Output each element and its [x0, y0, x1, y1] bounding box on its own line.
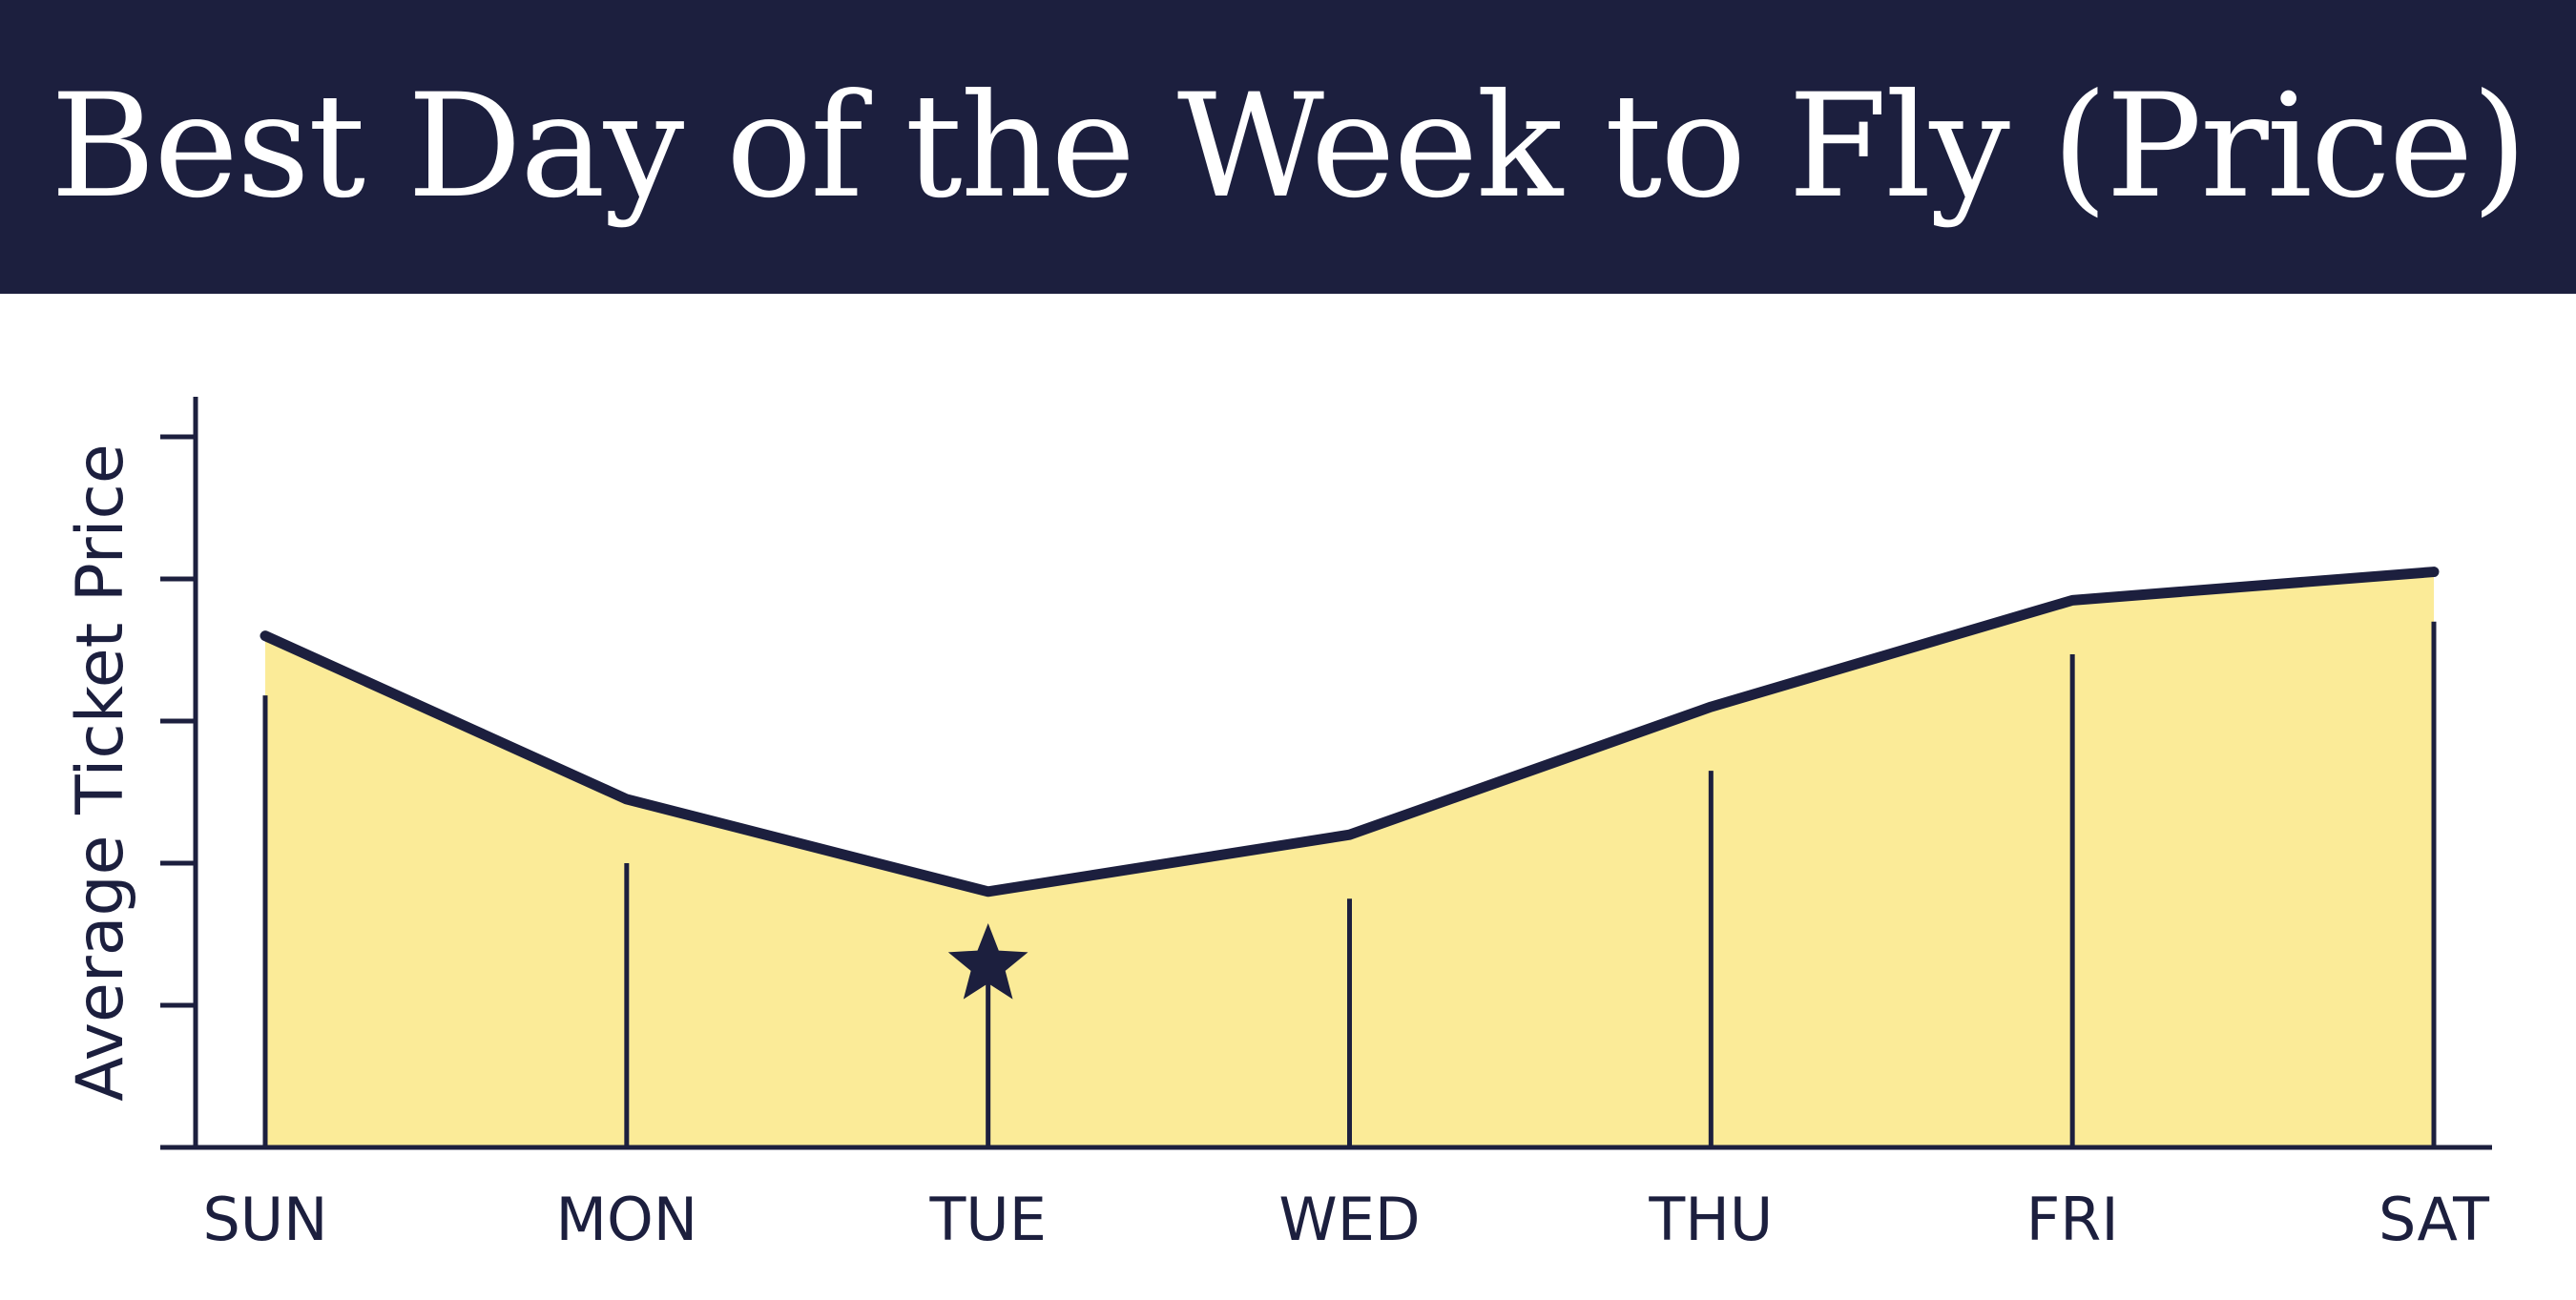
x-tick-label-thu: THU [1648, 1185, 1773, 1254]
stem-layer [262, 621, 2437, 1147]
x-tick-label-sun: SUN [202, 1185, 327, 1254]
y-axis-label: Average Ticket Price [63, 444, 138, 1102]
star-icon [947, 923, 1028, 1000]
chart-title: Best Day of the Week to Fly (Price) [50, 64, 2527, 230]
line-layer [260, 567, 2440, 898]
x-tick-label-tue: TUE [928, 1185, 1046, 1254]
marker-layer [947, 923, 1028, 1000]
title-banner: Best Day of the Week to Fly (Price) [0, 0, 2576, 294]
x-tick-label-sat: SAT [2379, 1185, 2490, 1254]
axis-layer [160, 397, 2492, 1150]
x-tick-label-wed: WED [1278, 1185, 1420, 1254]
x-tick-label-fri: FRI [2026, 1185, 2119, 1254]
price-line [260, 567, 2440, 898]
price-area [265, 571, 2434, 1147]
x-tick-label-mon: MON [555, 1185, 697, 1254]
area-layer [265, 571, 2434, 1147]
label-layer: Average Ticket Price SUN MON TUE WED THU FRI S… [63, 444, 2490, 1254]
